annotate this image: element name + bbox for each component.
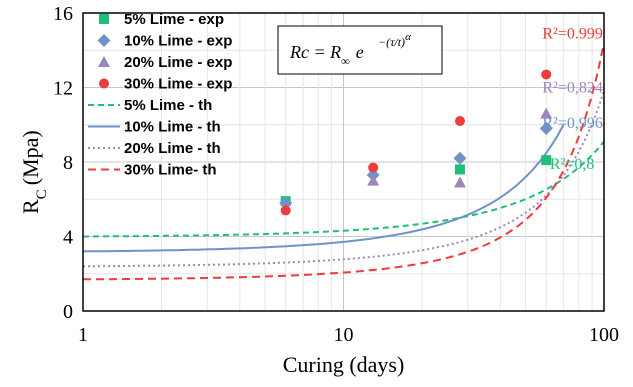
y-tick-label: 4	[63, 227, 73, 249]
data-point	[541, 155, 552, 166]
theoretical-lines	[82, 42, 605, 281]
data-point	[453, 176, 466, 188]
legend-marker	[99, 14, 109, 24]
r2-label: R²=0,8	[550, 156, 595, 173]
data-point	[279, 196, 293, 210]
data-point	[367, 174, 380, 186]
formula-box: Rc = R∞ e −(τ/t)α	[277, 25, 443, 75]
y-axis-title: RC (Mpa)	[18, 130, 50, 214]
r2-labels: R²=0.999 R²=0,824 R²=0,996 R²=0,8	[542, 25, 603, 172]
grid	[83, 12, 604, 312]
svg-text:Rc = R∞e: Rc = R∞ e	[289, 42, 364, 68]
theory-line	[82, 124, 565, 253]
legend-label: 10% Lime - th	[124, 119, 221, 136]
legend-marker	[98, 56, 110, 67]
legend-label: 30% Lime- th	[124, 162, 217, 179]
data-point	[541, 69, 552, 80]
legend-label: 10% Lime - exp	[124, 33, 232, 50]
formula-lhs: Rc = R	[289, 42, 341, 62]
legend-marker	[97, 34, 111, 47]
svg-text:RC(Mpa): RC (Mpa)	[18, 130, 50, 214]
formula-alpha: α	[405, 31, 411, 43]
experimental-points	[279, 69, 553, 216]
theory-line	[83, 90, 605, 268]
legend-label: 30% Lime - exp	[124, 76, 232, 93]
y-tick-label: 8	[63, 152, 73, 174]
data-point	[280, 205, 291, 216]
formula-exponent: −(τ/t)	[378, 35, 405, 49]
r2-label: R²=0,824	[542, 80, 603, 97]
y-axis-title-main: R	[18, 199, 43, 214]
data-point	[454, 116, 465, 127]
y-axis-title-unit: (Mpa)	[18, 130, 43, 185]
formula-base: e	[356, 42, 364, 62]
y-tick-label: 12	[53, 78, 73, 100]
x-tick-label: 1	[78, 324, 88, 346]
x-axis-title: Curing (days)	[283, 352, 405, 377]
svg-text:−(τ/t)α: −(τ/t)α	[378, 31, 411, 49]
r2-label: R²=0,996	[542, 115, 603, 132]
data-point	[540, 107, 553, 119]
x-tick-label: 10	[334, 324, 354, 346]
data-point	[453, 151, 467, 165]
x-tick-label: 100	[589, 324, 619, 346]
y-tick-label: 0	[63, 301, 73, 323]
theory-line	[83, 140, 605, 238]
legend-label: 20% Lime - th	[124, 140, 221, 157]
y-axis-title-sub: C	[34, 189, 50, 199]
legend-label: 20% Lime - exp	[124, 54, 232, 71]
data-point	[368, 162, 379, 173]
theory-line	[83, 42, 605, 281]
legend-label: 5% Lime - th	[124, 97, 212, 114]
axis-ticks: 0 4 8 12 16 1 10 100	[53, 3, 619, 346]
legend: 5% Lime - exp 10% Lime - exp 20% Lime - ex…	[88, 11, 232, 179]
plot-frame	[82, 12, 605, 312]
legend-label: 5% Lime - exp	[124, 11, 224, 28]
y-tick-label: 16	[53, 3, 73, 25]
legend-marker	[99, 78, 109, 89]
formula-inf: ∞	[341, 54, 350, 68]
data-point	[454, 164, 465, 175]
r2-label: R²=0.999	[542, 25, 603, 42]
data-point	[539, 121, 553, 135]
